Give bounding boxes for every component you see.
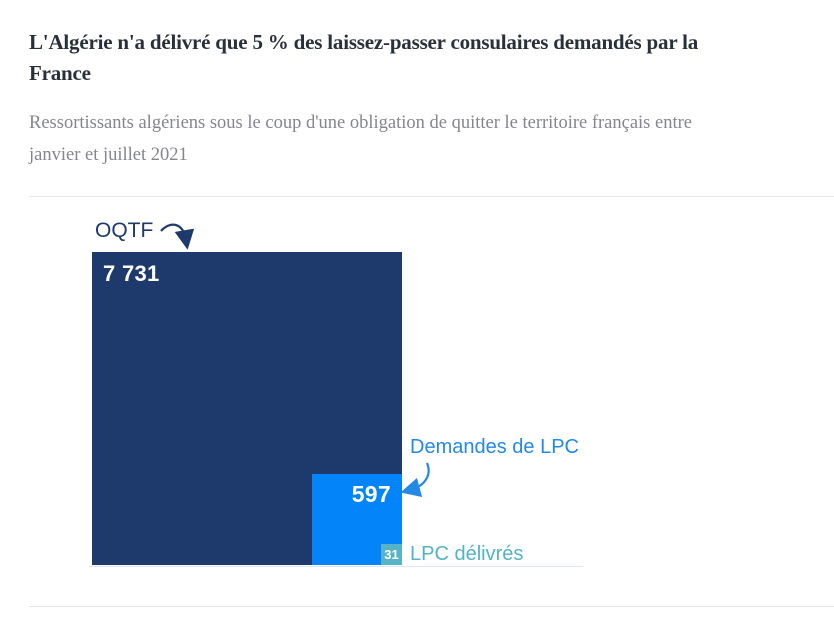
lpc-issued-series-label: LPC délivrés [410,543,524,565]
chart-subtitle-line1: Ressortissants algériens sous le coup d'… [29,113,692,133]
lpc-requests-value: 597 [351,481,391,507]
oqtf-value: 7 731 [103,261,160,286]
lpc-issued-value: 31 [384,547,399,562]
page-title: L'Algérie n'a délivré que 5 % des laisse… [29,27,698,89]
lpc-requests-arrow-icon [400,462,430,497]
oqtf-arrow-icon [160,223,195,250]
chart-baseline [89,566,583,567]
top-divider [29,196,834,197]
page-title-line1: L'Algérie n'a délivré que 5 % des laisse… [29,30,699,54]
oqtf-series-label: OQTF [95,219,154,242]
chart-subtitle: Ressortissants algériens sous le coup d'… [29,107,692,171]
lpc-requests-series-label: Demandes de LPC [410,436,579,458]
bottom-divider [29,606,834,607]
page-title-line2: France [29,61,91,85]
chart-subtitle-line2: janvier et juillet 2021 [29,145,188,165]
lpc-issued-square: 31 [381,544,402,565]
oqtf-square: 7 731 [92,252,402,565]
